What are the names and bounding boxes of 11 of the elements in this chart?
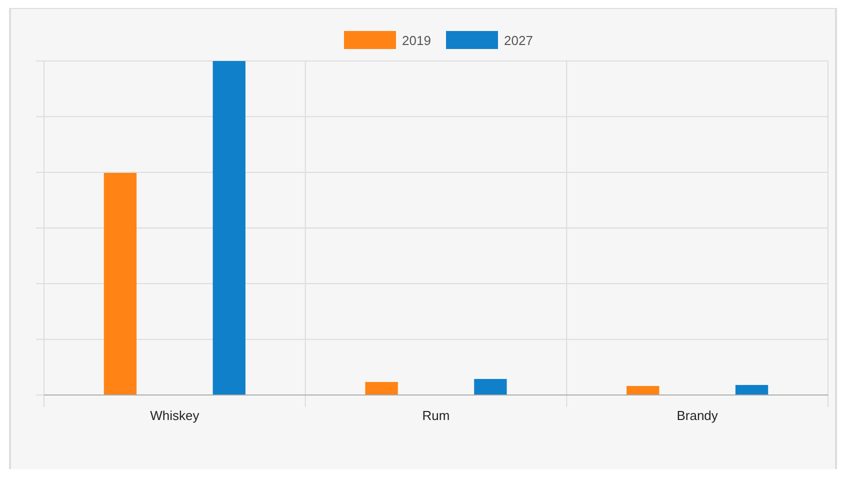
x-tick-label: Rum — [422, 408, 450, 423]
bar — [365, 382, 398, 395]
bar — [474, 378, 507, 395]
bar — [735, 384, 768, 395]
legend-label: 2027 — [504, 33, 533, 48]
bar — [104, 172, 137, 395]
bar — [626, 386, 660, 395]
bar — [212, 61, 246, 395]
x-tick-label: Whiskey — [150, 408, 200, 423]
legend-label: 2019 — [402, 33, 431, 48]
x-tick-label: Brandy — [676, 408, 718, 423]
